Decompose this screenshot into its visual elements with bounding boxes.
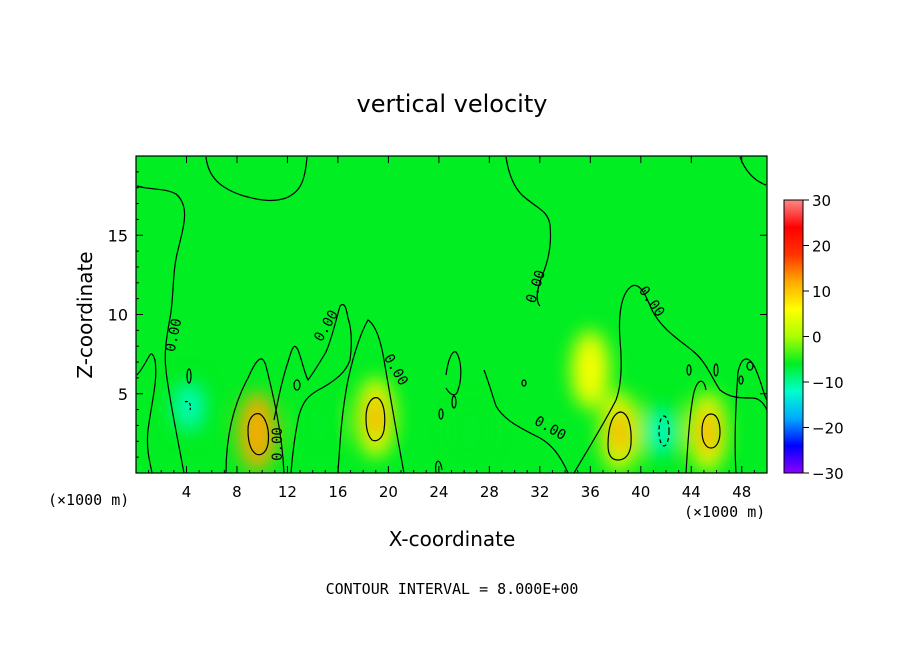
contour-small-7 xyxy=(713,363,719,377)
x-tick-label: 44 xyxy=(682,483,701,501)
x-tick-label: 32 xyxy=(530,483,549,501)
contour-updraft-38 xyxy=(607,411,632,461)
contour-small-8 xyxy=(738,375,744,385)
y-axis-label: Z-coordinate xyxy=(73,251,97,378)
contour-right2 xyxy=(685,380,707,473)
updraft-core xyxy=(697,407,718,456)
x-tick-label: 48 xyxy=(732,483,751,501)
contour-right-tower xyxy=(573,284,767,473)
contour-small-5 xyxy=(521,379,527,387)
chart-title: vertical velocity xyxy=(357,90,548,118)
contour-right3 xyxy=(734,358,767,473)
contour-updraft-45 xyxy=(701,413,721,449)
contour-center2 xyxy=(483,369,569,473)
contour-updraft-19-inner xyxy=(365,397,386,442)
colorbar: 30 20 10 0 −10 −20 −30 xyxy=(783,192,844,483)
x-unit-right: (×1000 m) xyxy=(684,503,765,521)
colorbar-tick-label: −10 xyxy=(812,374,844,392)
y-tick-label: 15 xyxy=(108,226,128,245)
updraft-core xyxy=(365,393,386,442)
x-axis-ticks: 4 8 12 16 20 24 28 32 36 40 44 48 xyxy=(148,156,755,501)
contour-updraft-19 xyxy=(337,319,405,473)
contour-interval-note: CONTOUR INTERVAL = 8.000E+00 xyxy=(326,580,579,598)
contour-small-6 xyxy=(686,364,692,376)
updraft-core xyxy=(609,407,630,456)
contour-mid2 xyxy=(435,460,443,473)
colorbar-tick-label: −20 xyxy=(812,420,844,438)
contour-small-2 xyxy=(293,379,301,391)
contour-zero-left xyxy=(136,185,186,473)
x-tick-label: 36 xyxy=(581,483,600,501)
contour-small-3 xyxy=(438,408,444,420)
x-tick-label: 20 xyxy=(379,483,398,501)
x-tick-label: 12 xyxy=(278,483,297,501)
downdraft-core xyxy=(458,411,483,453)
contour-zero-left2 xyxy=(136,353,157,473)
y-tick-label: 5 xyxy=(118,385,128,404)
plot-area: 0.00 0.000.000.000.00 0.000.00 xyxy=(135,155,768,474)
colorbar-gradient xyxy=(783,199,804,474)
y-tick-label: 10 xyxy=(108,306,128,325)
contour-negative-41 xyxy=(658,415,670,447)
x-tick-label: 40 xyxy=(631,483,650,501)
x-axis-label: X-coordinate xyxy=(389,527,516,551)
contour-mid1 xyxy=(273,303,352,473)
x-tick-label: 24 xyxy=(429,483,448,501)
x-unit-left: (×1000 m) xyxy=(48,491,129,509)
contour-mid3 xyxy=(445,351,462,396)
contour-small-1 xyxy=(186,368,192,384)
contour-updraft-9-inner xyxy=(247,413,270,456)
updraft-core xyxy=(580,345,601,394)
colorbar-tick-label: 10 xyxy=(812,283,831,301)
contour-zero-center xyxy=(505,156,552,307)
downdraft-core xyxy=(177,386,202,427)
contour-zero-top xyxy=(205,156,308,202)
contour-small-9 xyxy=(746,361,754,371)
downdraft-core xyxy=(306,405,331,446)
contour-lines xyxy=(136,156,767,473)
y-axis-ticks: 5 10 15 xyxy=(108,171,767,458)
colorbar-ticks: 30 20 10 0 −10 −20 −30 xyxy=(803,192,844,483)
colorbar-tick-label: 30 xyxy=(812,192,831,210)
contour-label: 0.00 xyxy=(163,317,186,353)
colorbar-tick-label: 20 xyxy=(812,238,831,256)
x-tick-label: 16 xyxy=(328,483,347,501)
x-tick-label: 28 xyxy=(480,483,499,501)
x-tick-label: 8 xyxy=(232,483,242,501)
contour-negative-4 xyxy=(184,400,192,411)
colorbar-tick-label: −30 xyxy=(812,465,844,483)
contour-updraft-9 xyxy=(225,358,285,473)
contour-small-4 xyxy=(451,395,457,409)
downdraft-core xyxy=(648,411,673,453)
x-tick-label: 4 xyxy=(182,483,192,501)
contour-label: 0.00 xyxy=(270,427,286,461)
contour-zero-top-right xyxy=(739,156,767,186)
updraft-core xyxy=(247,407,268,456)
colorbar-tick-label: 0 xyxy=(812,329,822,347)
